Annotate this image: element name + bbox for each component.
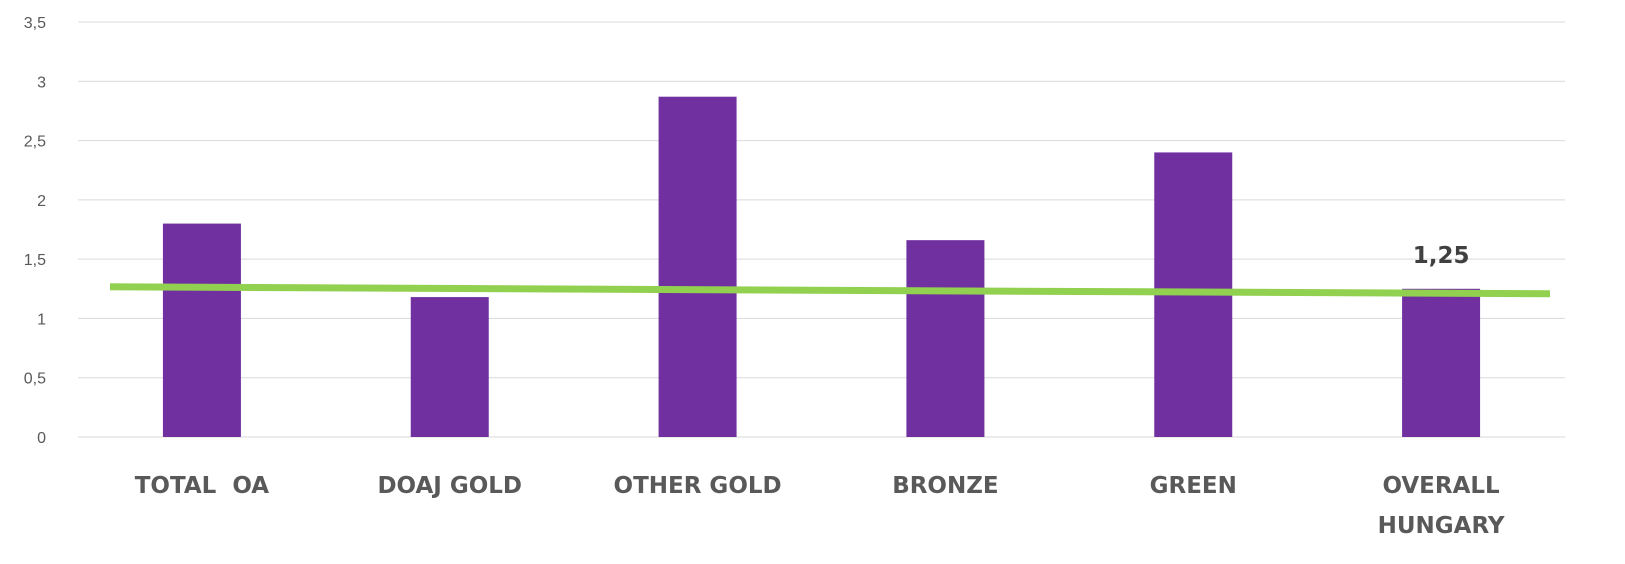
x-tick-label: OTHER GOLD [614, 473, 782, 499]
x-tick-label-line: OVERALL [1382, 473, 1500, 499]
bar [1402, 288, 1481, 437]
reference-line [109, 283, 1551, 298]
x-tick-label-line: HUNGARY [1378, 513, 1505, 539]
reference-line-label: 1,25 [1413, 243, 1470, 269]
x-tick-label: TOTAL OA [135, 473, 270, 499]
bar [410, 297, 489, 437]
y-tick-label: 0 [37, 430, 46, 447]
x-axis-ticks: TOTAL OA DOAJ GOLD OTHER GOLD BRONZE GREEN OV… [135, 473, 1505, 539]
bar [906, 240, 985, 437]
y-tick-label: 3,5 [24, 15, 46, 32]
x-tick-label: BRONZE [892, 473, 998, 499]
y-tick-label: 2 [37, 193, 46, 210]
bars [162, 96, 1481, 437]
y-tick-label: 1 [37, 311, 46, 328]
y-tick-label: 3 [37, 74, 46, 91]
y-tick-label: 0,5 [24, 371, 46, 388]
x-tick-label: GREEN [1150, 473, 1237, 499]
y-axis-ticks: 0 0,5 1 1,5 2 2,5 3 3,5 [24, 15, 46, 447]
gridlines [78, 21, 1565, 438]
y-tick-label: 2,5 [24, 134, 46, 151]
y-tick-label: 1,5 [24, 252, 46, 269]
x-tick-label: OVERALL HUNGARY [1378, 473, 1505, 539]
reference-line-group: 1,25 [109, 243, 1551, 298]
bar [162, 223, 241, 437]
bar [658, 96, 737, 437]
x-tick-label: DOAJ GOLD [377, 473, 522, 499]
